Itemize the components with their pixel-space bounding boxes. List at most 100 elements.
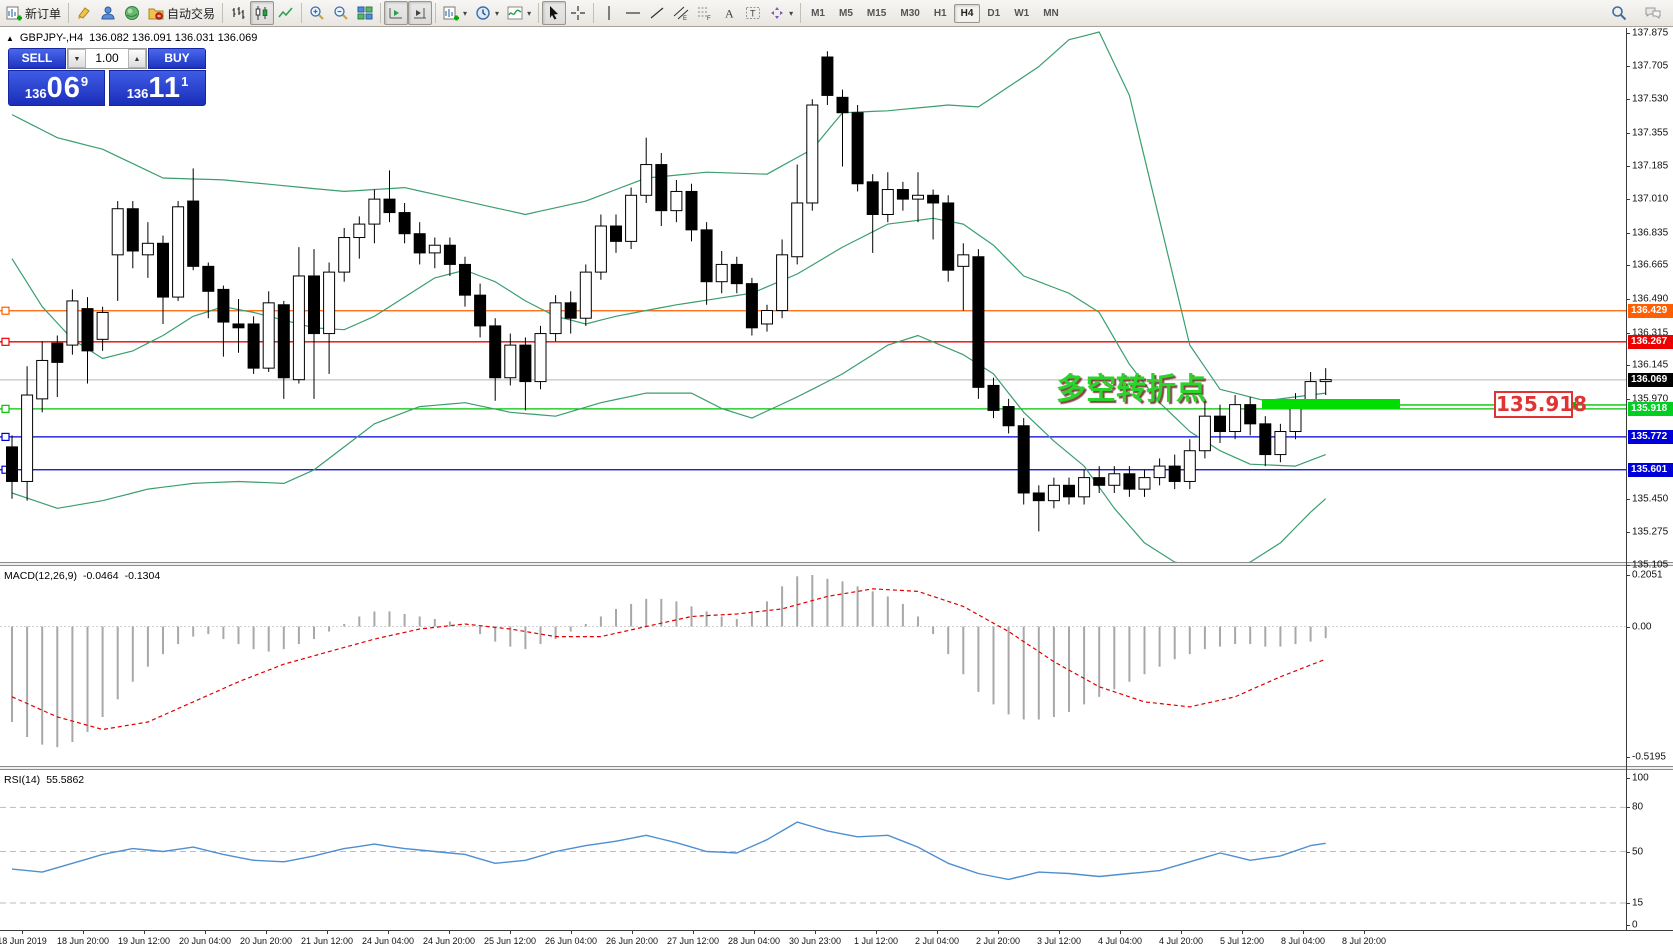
price-tick (1626, 33, 1630, 34)
chart-window[interactable]: 137.875 137.705 137.530 137.355 137.185 137.0… (0, 28, 1673, 951)
toolbar-separator (593, 3, 595, 23)
sell-button[interactable]: SELL (8, 48, 66, 69)
cursor-icon (546, 5, 562, 21)
profiles-dropdown-arrow[interactable]: ▾ (495, 8, 500, 18)
new-chart-dropdown-arrow[interactable]: ▾ (463, 8, 468, 18)
volume-value[interactable]: 1.00 (95, 51, 119, 65)
time-tick (205, 930, 206, 934)
chart-header: ▲ GBPJPY-,H4 136.082 136.091 136.031 136… (6, 32, 257, 44)
tf-d1[interactable]: D1 (987, 7, 1001, 19)
price-tick-label: 136.315 (1632, 327, 1669, 339)
equidistant-channel-button[interactable]: E (669, 1, 693, 25)
price-tag: 135.601 (1628, 462, 1673, 477)
support-zone-rectangle[interactable] (1262, 398, 1400, 410)
price-tick-label: 136.835 (1632, 227, 1669, 239)
buy-button[interactable]: BUY (148, 48, 206, 69)
line-chart-button[interactable] (274, 1, 298, 25)
price-pane[interactable] (0, 28, 1626, 562)
text-label-icon: T (745, 5, 761, 21)
time-axis[interactable] (0, 930, 1673, 931)
macd-pane[interactable] (0, 566, 1626, 766)
text-button[interactable]: A (717, 1, 741, 25)
rsi-pane[interactable] (0, 770, 1626, 930)
metaeditor-button[interactable] (72, 1, 96, 25)
time-label: 25 Jun 12:00 (483, 936, 537, 946)
vertical-line-button[interactable] (597, 1, 621, 25)
new-chart-button[interactable]: ▾ (439, 1, 471, 25)
rsi-label: RSI(14) 55.5862 (4, 774, 85, 786)
indicators-list-dropdown-arrow[interactable]: ▾ (527, 8, 532, 18)
svg-text:T: T (750, 9, 756, 19)
webterminal-button[interactable] (120, 1, 144, 25)
buy-price[interactable]: 136 11 1 (109, 70, 206, 106)
toolbar-separator (538, 3, 540, 23)
autotrading-label: 自动交易 (167, 6, 216, 21)
tf-m5[interactable]: M5 (839, 7, 853, 19)
horizontal-line-button[interactable] (621, 1, 645, 25)
macd-label: MACD(12,26,9) -0.0464 -0.1304 (4, 570, 161, 582)
community-button[interactable] (96, 1, 120, 25)
one-click-trading-panel: SELL ▼ 1.00 ▲ BUY 136 06 9 136 11 1 (8, 48, 206, 106)
price-tick (1626, 165, 1630, 167)
volume-down-button[interactable]: ▼ (68, 49, 86, 68)
bar-chart-button[interactable] (226, 1, 250, 25)
sell-price[interactable]: 136 06 9 (8, 70, 105, 106)
rsi-tick (1626, 851, 1630, 853)
chart-shift-button[interactable] (408, 1, 433, 25)
rsi-tick (1626, 925, 1630, 926)
time-label: 24 Jun 04:00 (361, 936, 415, 946)
fibonacci-retracement-button[interactable]: F (693, 1, 717, 25)
price-tick-label: 136.490 (1632, 293, 1669, 305)
arrows-dropdown-arrow[interactable]: ▾ (789, 8, 794, 18)
tf-h1[interactable]: H1 (933, 7, 947, 19)
search-button[interactable] (1607, 1, 1631, 25)
search-icon (1611, 5, 1627, 21)
time-tick (1059, 930, 1060, 934)
pane-separator[interactable] (0, 766, 1673, 770)
cursor-button[interactable] (542, 1, 567, 25)
new-order-button[interactable]: 新订单 (2, 1, 65, 25)
price-axis[interactable] (1626, 28, 1627, 930)
volume-stepper[interactable]: ▼ 1.00 ▲ (67, 48, 147, 69)
trendline-button[interactable] (645, 1, 669, 25)
crosshair-icon (570, 5, 586, 21)
price-tag: 135.918 (1628, 401, 1673, 416)
zoom-out-button[interactable] (329, 1, 353, 25)
pane-separator[interactable] (0, 562, 1673, 566)
volume-up-button[interactable]: ▲ (128, 49, 146, 68)
tf-m30[interactable]: M30 (900, 7, 920, 19)
auto-scroll-button[interactable] (384, 1, 409, 25)
collapse-icon[interactable]: ▲ (6, 33, 14, 43)
candlestick-chart-button[interactable] (250, 1, 275, 25)
price-callout-label[interactable]: 135.918 (1494, 391, 1588, 418)
new-chart-icon (443, 5, 460, 21)
time-label: 20 Jun 04:00 (178, 936, 232, 946)
tf-w1[interactable]: W1 (1014, 7, 1030, 19)
bar-chart-icon (230, 5, 246, 21)
crosshair-button[interactable] (566, 1, 590, 25)
turning-point-annotation[interactable]: 多空转折点 (1056, 372, 1206, 407)
macd-tick-label: -0.5195 (1632, 751, 1666, 763)
candlestick-chart-icon (254, 5, 270, 21)
arrows-button[interactable]: ▾ (765, 1, 797, 25)
chat-button[interactable] (1641, 1, 1665, 25)
price-tick-label: 135.450 (1632, 493, 1669, 505)
indicators-list-button[interactable]: ▾ (503, 1, 535, 25)
tf-h4[interactable]: H4 (953, 3, 981, 23)
time-tick (571, 930, 572, 934)
autotrading-button[interactable]: 自动交易 (144, 1, 219, 25)
tf-m15[interactable]: M15 (866, 7, 887, 19)
price-tick-label: 136.665 (1632, 259, 1669, 271)
new-order-label: 新订单 (25, 6, 62, 21)
tf-m1[interactable]: M1 (811, 7, 825, 19)
price-tick (1626, 132, 1630, 134)
text-label-button[interactable]: T (741, 1, 765, 25)
time-label: 5 Jul 12:00 (1219, 936, 1265, 946)
tile-windows-button[interactable] (353, 1, 377, 25)
zoom-in-button[interactable] (305, 1, 329, 25)
tf-mn[interactable]: MN (1043, 7, 1059, 19)
time-tick (327, 930, 328, 934)
time-tick (754, 930, 755, 934)
profiles-button[interactable]: ▾ (471, 1, 503, 25)
new-order-icon (6, 5, 22, 21)
